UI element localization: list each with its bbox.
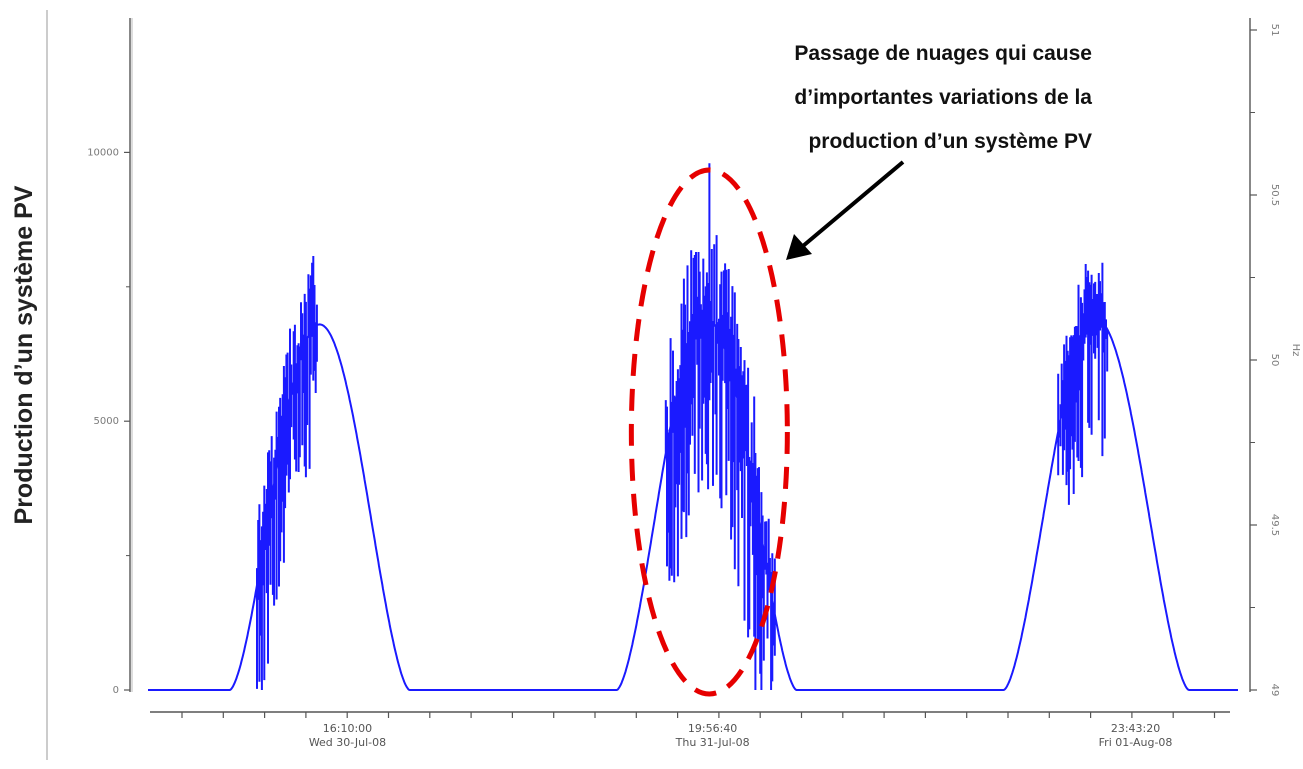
x-tick-date: Wed 30-Jul-08 [309, 736, 386, 749]
x-tick-date: Thu 31-Jul-08 [675, 736, 750, 749]
cloud-highlight-ellipse [628, 167, 790, 697]
x-tick-time: 23:43:20 [1111, 722, 1160, 735]
right-axis-label: Hz [1290, 344, 1301, 357]
right-tick-label: 50 [1269, 354, 1280, 367]
y-ticks: 0 5000 10000 [87, 147, 130, 696]
y-tick-label: 5000 [94, 416, 119, 427]
x-tick-time: 19:56:40 [688, 722, 737, 735]
y-axis-title: Production d’un système PV [10, 185, 38, 524]
right-tick-label: 50.5 [1269, 184, 1280, 206]
right-axis-ticks: 49 49.5 50 50.5 51 [1250, 24, 1280, 697]
x-tick-time: 16:10:00 [323, 722, 372, 735]
annotation-line-1: Passage de nuages qui cause [794, 42, 1092, 65]
y-tick-label: 0 [113, 685, 119, 696]
right-tick-label: 49 [1269, 684, 1280, 697]
annotation-line-2: d’importantes variations de la [794, 86, 1092, 109]
y-tick-label: 10000 [87, 147, 119, 158]
right-tick-label: 51 [1269, 24, 1280, 37]
x-tick-date: Fri 01-Aug-08 [1099, 736, 1173, 749]
annotation-arrow [786, 160, 905, 260]
annotation-line-3: production d’un système PV [808, 130, 1092, 153]
right-tick-label: 49.5 [1269, 514, 1280, 536]
series-line-production [147, 163, 1239, 691]
